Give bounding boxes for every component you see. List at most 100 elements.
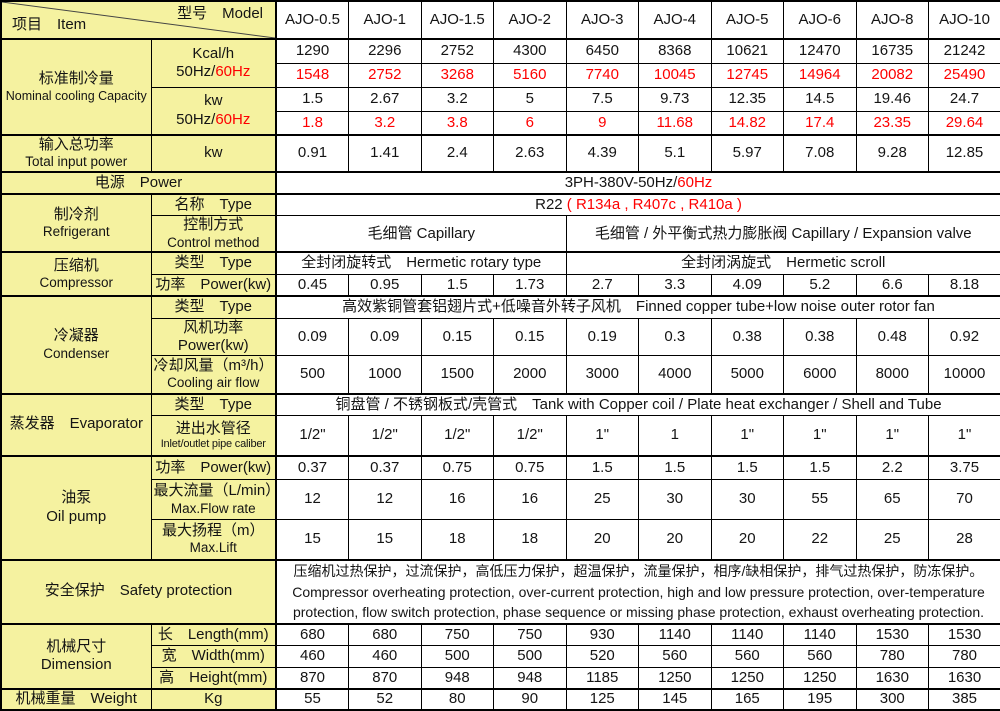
kcal-60hz-value-cell: 25490 <box>929 63 1000 87</box>
input-power-value-cell: 2.4 <box>421 135 494 172</box>
fan-power-value-cell: 0.15 <box>421 318 494 356</box>
control-method-row: 控制方式 Control method 毛细管 Capillary 毛细管 / … <box>1 216 1000 252</box>
fan-power-value-cell: 0.38 <box>711 318 784 356</box>
freq-50hz: 50Hz/ <box>176 63 215 80</box>
compressor-type-rotary-cell: 全封闭旋转式 Hermetic rotary type <box>276 252 566 274</box>
evaporator-group-label: 蒸发器 Evaporator <box>1 394 151 456</box>
max-lift-value-cell: 20 <box>639 520 712 560</box>
kcal-60hz-value-cell: 7740 <box>566 63 639 87</box>
max-lift-value-cell: 25 <box>856 520 929 560</box>
width-value-cell: 560 <box>639 646 712 668</box>
kcal-50hz-value-cell: 1290 <box>276 39 349 63</box>
pipe-caliber-value-cell: 1" <box>856 416 929 456</box>
model-column-header: AJO-8 <box>856 1 929 39</box>
label-en: Oil pump <box>4 508 149 526</box>
compressor-power-value-cell: 8.18 <box>929 274 1000 296</box>
height-value-cell: 1250 <box>784 668 857 689</box>
fan-power-value-cell: 0.09 <box>276 318 349 356</box>
refrigerant-r22: R22 <box>535 196 567 213</box>
airflow-value-cell: 1500 <box>421 356 494 394</box>
weight-unit-label: Kg <box>151 689 276 710</box>
fan-power-value-cell: 0.09 <box>349 318 422 356</box>
width-value-cell: 460 <box>276 646 349 668</box>
input-power-value-cell: 2.63 <box>494 135 567 172</box>
kcal-60hz-value-cell: 1548 <box>276 63 349 87</box>
weight-value-cell: 55 <box>276 689 349 710</box>
kw-50hz-value-cell: 12.35 <box>711 87 784 111</box>
input-power-group-label: 输入总功率 Total input power <box>1 135 151 172</box>
corner-cell: 型号 Model 项目 Item <box>1 1 276 39</box>
weight-value-cell: 300 <box>856 689 929 710</box>
compressor-power-value-cell: 4.09 <box>711 274 784 296</box>
width-value-cell: 500 <box>494 646 567 668</box>
label-cn: 控制方式 <box>154 216 274 234</box>
pump-power-value-cell: 0.37 <box>276 456 349 480</box>
length-value-cell: 750 <box>421 624 494 646</box>
pipe-caliber-value-cell: 1" <box>566 416 639 456</box>
evaporator-type-row: 蒸发器 Evaporator 类型 Type 铜盘管 / 不锈钢板式/壳管式 T… <box>1 394 1000 416</box>
kw-60hz-value-cell: 17.4 <box>784 111 857 135</box>
refrigerant-alternatives: ( R134a , R407c , R410a ) <box>567 196 742 213</box>
weight-value-cell: 145 <box>639 689 712 710</box>
condenser-group-label: 冷凝器 Condenser <box>1 296 151 394</box>
kw-60hz-value-cell: 29.64 <box>929 111 1000 135</box>
label-cn: 最大流量（L/min） <box>154 482 274 500</box>
kcal-50hz-value-cell: 6450 <box>566 39 639 63</box>
airflow-value-cell: 1000 <box>349 356 422 394</box>
pump-power-value-cell: 3.75 <box>929 456 1000 480</box>
oil-pump-lift-label: 最大扬程（m） Max.Lift <box>151 520 276 560</box>
label-en: Nominal cooling Capacity <box>4 89 149 104</box>
kw-50hz-value-cell: 9.73 <box>639 87 712 111</box>
kcal-50hz-value-cell: 4300 <box>494 39 567 63</box>
width-value-cell: 780 <box>929 646 1000 668</box>
label-cn: 标准制冷量 <box>4 70 149 88</box>
kcal-50hz-value-cell: 2752 <box>421 39 494 63</box>
height-value-cell: 1630 <box>929 668 1000 689</box>
kcal-50hz-row: 标准制冷量 Nominal cooling Capacity Kcal/h 50… <box>1 39 1000 63</box>
label-en: Cooling air flow <box>154 375 274 391</box>
kcal-50hz-value-cell: 8368 <box>639 39 712 63</box>
condenser-type-value-cell: 高效紫铜管套铝翅片式+低噪音外转子风机 Finned copper tube+l… <box>276 296 1000 318</box>
pump-power-value-cell: 2.2 <box>856 456 929 480</box>
power-value-50hz: 3PH-380V-50Hz/ <box>565 174 678 191</box>
condenser-type-label: 类型 Type <box>151 296 276 318</box>
compressor-power-value-cell: 3.3 <box>639 274 712 296</box>
pump-power-value-cell: 0.75 <box>421 456 494 480</box>
max-lift-value-cell: 22 <box>784 520 857 560</box>
kw-50hz-value-cell: 5 <box>494 87 567 111</box>
compressor-power-value-cell: 1.73 <box>494 274 567 296</box>
oil-pump-flow-label: 最大流量（L/min） Max.Flow rate <box>151 480 276 520</box>
input-power-value-cell: 0.91 <box>276 135 349 172</box>
kcal-60hz-value-cell: 3268 <box>421 63 494 87</box>
airflow-value-cell: 10000 <box>929 356 1000 394</box>
kw-50hz-value-cell: 19.46 <box>856 87 929 111</box>
label-en: Max.Lift <box>154 540 274 556</box>
height-value-cell: 1630 <box>856 668 929 689</box>
pipe-caliber-value-cell: 1" <box>929 416 1000 456</box>
compressor-power-label: 功率 Power(kw) <box>151 274 276 296</box>
power-supply-label: 电源 Power <box>1 172 276 194</box>
pump-power-value-cell: 1.5 <box>566 456 639 480</box>
control-method-label: 控制方式 Control method <box>151 216 276 252</box>
dimension-group-label: 机械尺寸 Dimension <box>1 624 151 689</box>
input-power-unit-label: kw <box>151 135 276 172</box>
flow-rate-value-cell: 65 <box>856 480 929 520</box>
input-power-value-cell: 9.28 <box>856 135 929 172</box>
airflow-value-cell: 2000 <box>494 356 567 394</box>
max-lift-value-cell: 20 <box>711 520 784 560</box>
flow-rate-value-cell: 55 <box>784 480 857 520</box>
kw-50hz-value-cell: 2.67 <box>349 87 422 111</box>
airflow-value-cell: 6000 <box>784 356 857 394</box>
length-value-cell: 680 <box>276 624 349 646</box>
label-cn: 输入总功率 <box>4 136 149 154</box>
flow-rate-value-cell: 16 <box>494 480 567 520</box>
compressor-power-value-cell: 6.6 <box>856 274 929 296</box>
